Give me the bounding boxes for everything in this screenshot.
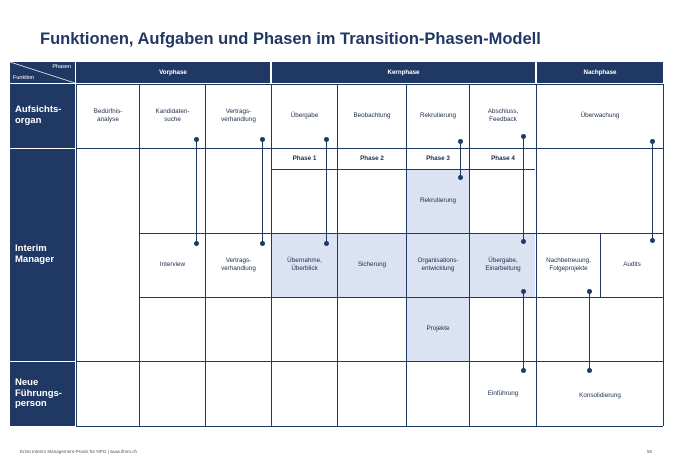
grid-line xyxy=(469,84,470,426)
connector-dot xyxy=(521,239,526,244)
cell-nachbetreuung-folgeprojekte: Nachbetreuung, Folgeprojekte xyxy=(546,257,591,272)
connector-dot xyxy=(260,241,265,246)
cell-vertragsverhandlung-interim: Vertrags- verhandlung xyxy=(221,257,256,272)
cell-einfuehrung: Einführung xyxy=(487,390,519,398)
highlight-projekte xyxy=(407,297,469,361)
row-label-interim-manager: Interim Manager xyxy=(10,149,75,361)
cell-organisationsentwicklung: Organisations- entwicklung xyxy=(417,257,459,272)
corner-diagonal xyxy=(10,62,75,83)
grid-line xyxy=(139,297,663,298)
connector-dot xyxy=(260,137,265,142)
subphase-4: Phase 4 xyxy=(491,155,515,163)
connector-dot xyxy=(458,175,463,180)
connector-dot xyxy=(521,134,526,139)
connector-line xyxy=(196,139,197,243)
connector-line xyxy=(589,291,590,370)
cell-beobachtung: Beobachtung xyxy=(353,112,391,120)
grid-line xyxy=(139,84,140,426)
cell-audits: Audits xyxy=(623,261,641,269)
connector-dot xyxy=(194,241,199,246)
page-title: Funktionen, Aufgaben und Phasen im Trans… xyxy=(40,30,541,48)
subphase-1: Phase 1 xyxy=(292,155,317,163)
connector-dot xyxy=(650,238,655,243)
connector-line xyxy=(262,139,263,243)
cell-ueberwachung: Überwachung xyxy=(580,112,620,120)
corner-header: Phasen Funktion xyxy=(10,62,75,83)
connector-dot xyxy=(650,139,655,144)
connector-line xyxy=(326,139,327,243)
grid-line xyxy=(76,426,663,427)
connector-dot xyxy=(587,368,592,373)
grid-line xyxy=(139,233,663,234)
row-label-aufsichtsorgan: Aufsichts- organ xyxy=(10,84,75,148)
connector-line xyxy=(652,141,653,240)
connector-line xyxy=(460,141,461,177)
cell-rekrutierung-aufsicht: Rekrutierung xyxy=(419,112,457,120)
grid-line xyxy=(76,361,663,362)
grid-line xyxy=(406,84,407,426)
cell-beduerfnisanalyse: Bedürfnis- analyse xyxy=(93,108,123,123)
grid-line xyxy=(205,84,206,426)
grid-line xyxy=(76,84,77,426)
grid-line xyxy=(337,84,338,426)
cell-uebergabe-einarbeitung: Übergabe, Einarbeitung xyxy=(485,257,521,272)
phase-header-vorphase: Vorphase xyxy=(76,62,270,83)
cell-abschluss-feedback: Abschluss, Feedback xyxy=(487,108,519,123)
page-number: 50 xyxy=(647,449,653,454)
connector-dot xyxy=(521,289,526,294)
cell-konsolidierung: Konsolidierung xyxy=(579,392,621,400)
corner-top-label: Phasen xyxy=(52,64,71,70)
connector-dot xyxy=(521,368,526,373)
highlight-phase-row xyxy=(272,233,535,297)
grid-line xyxy=(600,233,601,297)
cell-rekrutierung-interim: Rekrutierung xyxy=(419,197,457,205)
connector-line xyxy=(523,136,524,241)
subphase-2: Phase 2 xyxy=(360,155,384,163)
subphase-3: Phase 3 xyxy=(426,155,450,163)
grid-line xyxy=(76,148,663,149)
connector-line xyxy=(523,291,524,370)
grid-line xyxy=(272,169,535,170)
cell-uebergabe: Übergabe xyxy=(290,112,319,120)
cell-uebernahme-ueberblick: Übernahme, Überblick xyxy=(287,257,322,272)
grid-line xyxy=(76,84,663,85)
cell-sicherung: Sicherung xyxy=(357,261,387,269)
connector-dot xyxy=(458,139,463,144)
connector-dot xyxy=(587,289,592,294)
connector-dot xyxy=(324,241,329,246)
row-label-neue-fuehrungsperson: Neue Führungs- person xyxy=(10,362,75,426)
cell-vertragsverhandlung-aufsicht: Vertrags- verhandlung xyxy=(221,108,256,123)
footer-text: Ernst Interim Management-Praxis für NPO … xyxy=(20,449,138,454)
cell-projekte: Projekte xyxy=(426,325,450,333)
connector-dot xyxy=(324,137,329,142)
phase-header-kernphase: Kernphase xyxy=(272,62,535,83)
connector-dot xyxy=(194,137,199,142)
cell-interview: Interview xyxy=(159,261,186,269)
grid-line xyxy=(536,84,537,426)
grid-line xyxy=(271,84,272,426)
phase-header-nachphase: Nachphase xyxy=(537,62,663,83)
cell-kandidatensuche: Kandidaten- suche xyxy=(155,108,190,123)
corner-bottom-label: Funktion xyxy=(13,75,35,81)
grid-line xyxy=(663,84,664,426)
